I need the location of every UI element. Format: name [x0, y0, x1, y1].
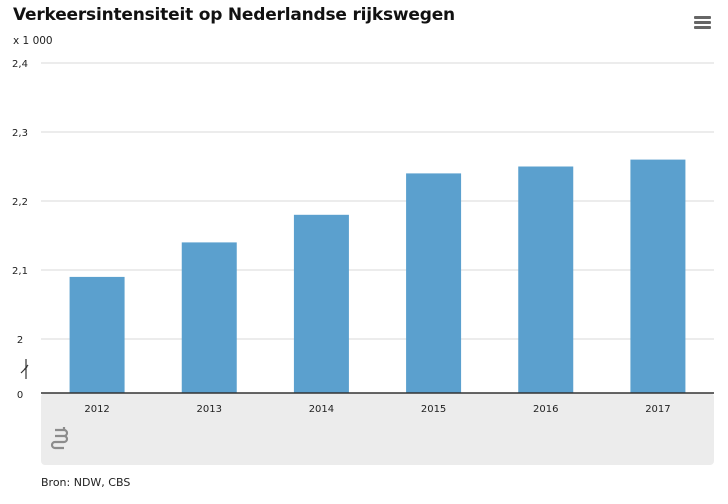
bar-2017[interactable]	[630, 159, 686, 393]
x-axis-labels: 2012 2013 2014 2015 2016 2017	[84, 404, 670, 415]
grid-lines	[41, 62, 714, 340]
chart-title: Verkeersintensiteit op Nederlandse rijks…	[13, 5, 455, 25]
y-tick-label: 2,3	[12, 128, 28, 139]
bar-2016[interactable]	[518, 166, 574, 394]
hamburger-menu-icon[interactable]	[694, 16, 711, 30]
bar-2012[interactable]	[69, 276, 125, 393]
y-tick-label: 2,4	[12, 59, 28, 70]
x-tick-label: 2012	[84, 404, 109, 415]
axis-break-icon	[20, 359, 29, 379]
y-tick-label: 2,1	[12, 266, 28, 277]
x-tick-label: 2017	[645, 404, 670, 415]
y-unit-label: x 1 000	[13, 35, 53, 47]
bars	[69, 159, 686, 394]
footer-band	[41, 393, 714, 465]
source-label: Bron: NDW, CBS	[41, 476, 131, 489]
y-tick-label: 2	[17, 335, 23, 346]
x-tick-label: 2013	[197, 404, 222, 415]
x-tick-label: 2014	[309, 404, 334, 415]
bar-2014[interactable]	[293, 214, 349, 393]
x-tick-label: 2015	[421, 404, 446, 415]
bar-2013[interactable]	[181, 242, 237, 393]
y-axis-ticks: 2,4 2,3 2,2 2,1 2	[12, 59, 28, 346]
cbs-logo-icon	[50, 427, 69, 450]
bar-2015[interactable]	[406, 173, 462, 393]
x-tick-label: 2016	[533, 404, 558, 415]
y-tick-label: 2,2	[12, 197, 28, 208]
y-zero-label: 0	[17, 390, 23, 401]
